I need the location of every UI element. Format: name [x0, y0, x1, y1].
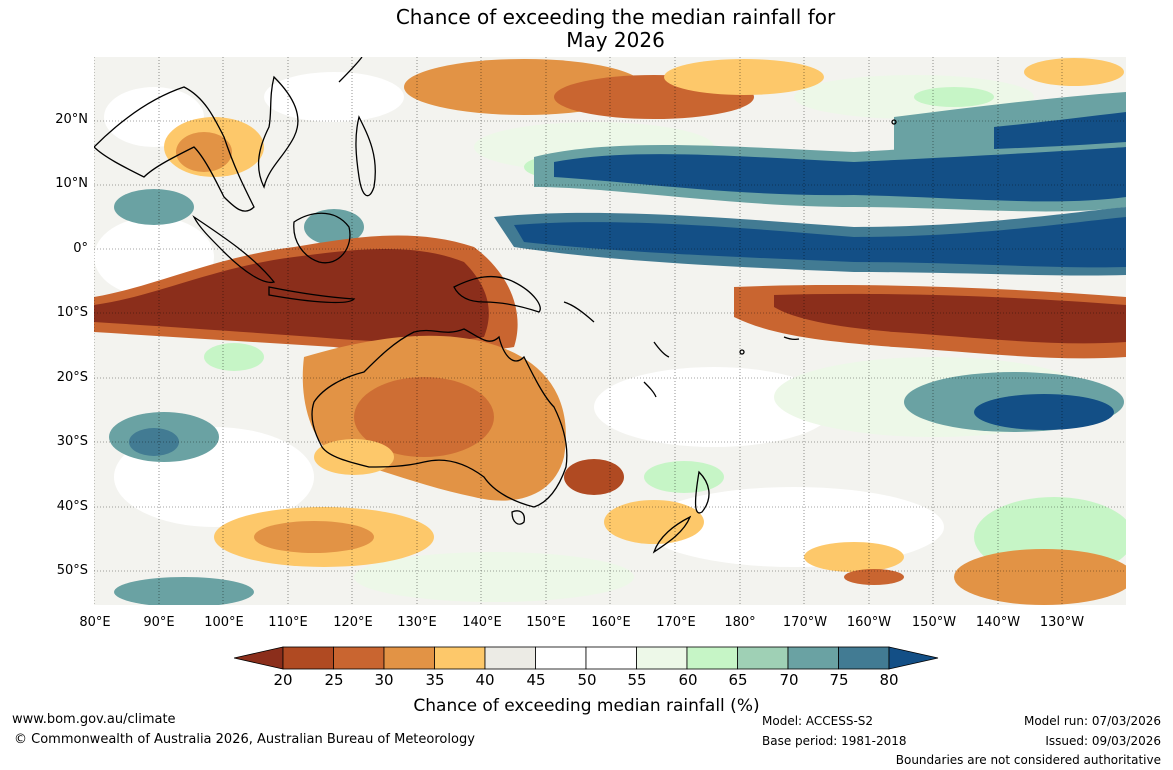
colorbar-extend-low: [234, 646, 284, 670]
lon-label-110e: 110°E: [268, 615, 308, 630]
lat-label-10s: 10°S: [56, 305, 88, 320]
colorbar-tick-70: 70: [779, 671, 799, 689]
colorbar: [234, 646, 939, 670]
copyright-text: © Commonwealth of Australia 2026, Austra…: [14, 732, 475, 747]
colorbar-cell: [434, 646, 486, 670]
lat-label-30s: 30°S: [56, 434, 88, 449]
map-title-line1: Chance of exceeding the median rainfall …: [395, 5, 836, 29]
lat-label-20s: 20°S: [56, 370, 88, 385]
lon-label-160e: 160°E: [591, 615, 631, 630]
lon-label-80e: 80°E: [79, 615, 111, 630]
colorbar-tick-65: 65: [728, 671, 748, 689]
map-coastlines: [94, 57, 897, 554]
colorbar-extend-high: [888, 646, 939, 670]
colorbar-tick-55: 55: [627, 671, 647, 689]
model-run-date: Model run: 07/03/2026: [1023, 714, 1161, 728]
lon-label-150e: 150°E: [526, 615, 566, 630]
lon-label-150w: 150°W: [911, 615, 957, 630]
boundary-disclaimer: Boundaries are not considered authoritat…: [895, 753, 1161, 767]
model-name: Model: ACCESS-S2: [762, 714, 874, 728]
map-title-line2: May 2026: [566, 28, 665, 52]
colorbar-tick-35: 35: [425, 671, 445, 689]
base-period: Base period: 1981-2018: [762, 734, 907, 748]
colorbar-cell: [484, 646, 536, 670]
lon-label-120e: 120°E: [333, 615, 373, 630]
lon-label-100e: 100°E: [204, 615, 244, 630]
colorbar-tick-75: 75: [829, 671, 849, 689]
colorbar-cell: [383, 646, 435, 670]
colorbar-tick-20: 20: [273, 671, 293, 689]
colorbar-tick-25: 25: [324, 671, 344, 689]
lon-label-180: 180°: [724, 615, 756, 630]
lon-label-170e: 170°E: [656, 615, 696, 630]
colorbar-tick-60: 60: [678, 671, 698, 689]
colorbar-cell: [636, 646, 688, 670]
map-graticule: [94, 57, 1126, 605]
colorbar-cell: [535, 646, 587, 670]
lon-label-160w: 160°W: [846, 615, 892, 630]
issued-date: Issued: 09/03/2026: [1045, 734, 1161, 748]
lat-label-20n: 20°N: [55, 112, 88, 127]
lon-label-140w: 140°W: [975, 615, 1021, 630]
lon-label-140e: 140°E: [462, 615, 502, 630]
colorbar-cell: [686, 646, 738, 670]
colorbar-cell: [585, 646, 637, 670]
website-link[interactable]: www.bom.gov.au/climate: [12, 712, 176, 727]
lon-label-170w: 170°W: [782, 615, 828, 630]
colorbar-tick-40: 40: [475, 671, 495, 689]
colorbar-tick-80: 80: [879, 671, 899, 689]
colorbar-cell: [333, 646, 385, 670]
colorbar-cell: [787, 646, 839, 670]
colorbar-tick-45: 45: [526, 671, 546, 689]
lon-label-130w: 130°W: [1039, 615, 1085, 630]
colorbar-cell: [282, 646, 334, 670]
lat-label-10n: 10°N: [55, 176, 88, 191]
colorbar-label: Chance of exceeding median rainfall (%): [413, 696, 760, 716]
colorbar-cell: [737, 646, 789, 670]
colorbar-cell: [838, 646, 890, 670]
lat-label-0: 0°: [73, 241, 88, 256]
lat-label-40s: 40°S: [56, 499, 88, 514]
lat-label-50s: 50°S: [56, 563, 88, 578]
colorbar-tick-50: 50: [577, 671, 597, 689]
map-field-patches: [94, 58, 1126, 605]
colorbar-tick-30: 30: [374, 671, 394, 689]
lon-label-130e: 130°E: [397, 615, 437, 630]
lon-label-90e: 90°E: [143, 615, 175, 630]
rainfall-map: [94, 57, 1126, 605]
